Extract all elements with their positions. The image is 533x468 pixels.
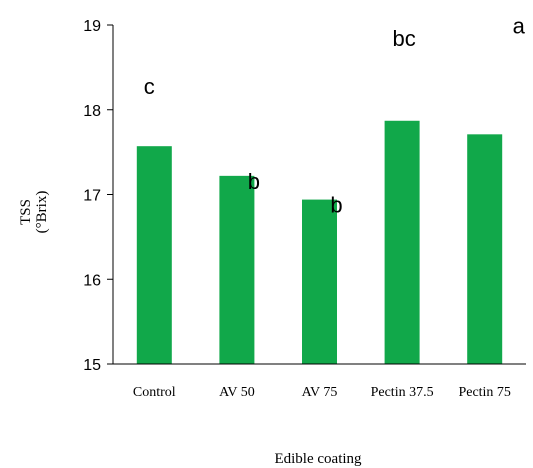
bar: [219, 175, 255, 364]
y-tick-label: 16: [83, 272, 101, 289]
x-tick-label: Control: [133, 385, 176, 400]
y-axis-title-line1: TSS: [18, 199, 34, 225]
y-axis-ticks: 15 16 17 18 19: [83, 18, 113, 374]
significance-letter: b: [248, 169, 260, 194]
significance-letters: c b b bc a: [144, 13, 526, 217]
x-tick-label: AV 50: [219, 385, 255, 400]
bar: [302, 199, 337, 364]
y-tick-label: 19: [83, 18, 101, 35]
x-tick-label: Pectin 37.5: [371, 385, 434, 400]
bar: [467, 134, 503, 364]
x-axis-title: Edible coating: [274, 451, 362, 467]
bar: [136, 146, 172, 364]
significance-letter: b: [330, 193, 342, 218]
x-tick-label: AV 75: [302, 385, 338, 400]
y-axis-title-line2: (°Brix): [34, 191, 50, 234]
y-tick-label: 17: [83, 188, 101, 205]
category-labels: Control AV 50 AV 75 Pectin 37.5 Pectin 75: [133, 385, 511, 400]
bar: [384, 120, 420, 364]
bars: [136, 120, 503, 364]
y-tick-label: 15: [83, 357, 101, 374]
significance-letter: a: [513, 13, 526, 38]
significance-letter: c: [144, 74, 155, 99]
x-tick-label: Pectin 75: [458, 385, 511, 400]
y-tick-label: 18: [83, 103, 101, 120]
significance-letter: bc: [392, 26, 415, 51]
